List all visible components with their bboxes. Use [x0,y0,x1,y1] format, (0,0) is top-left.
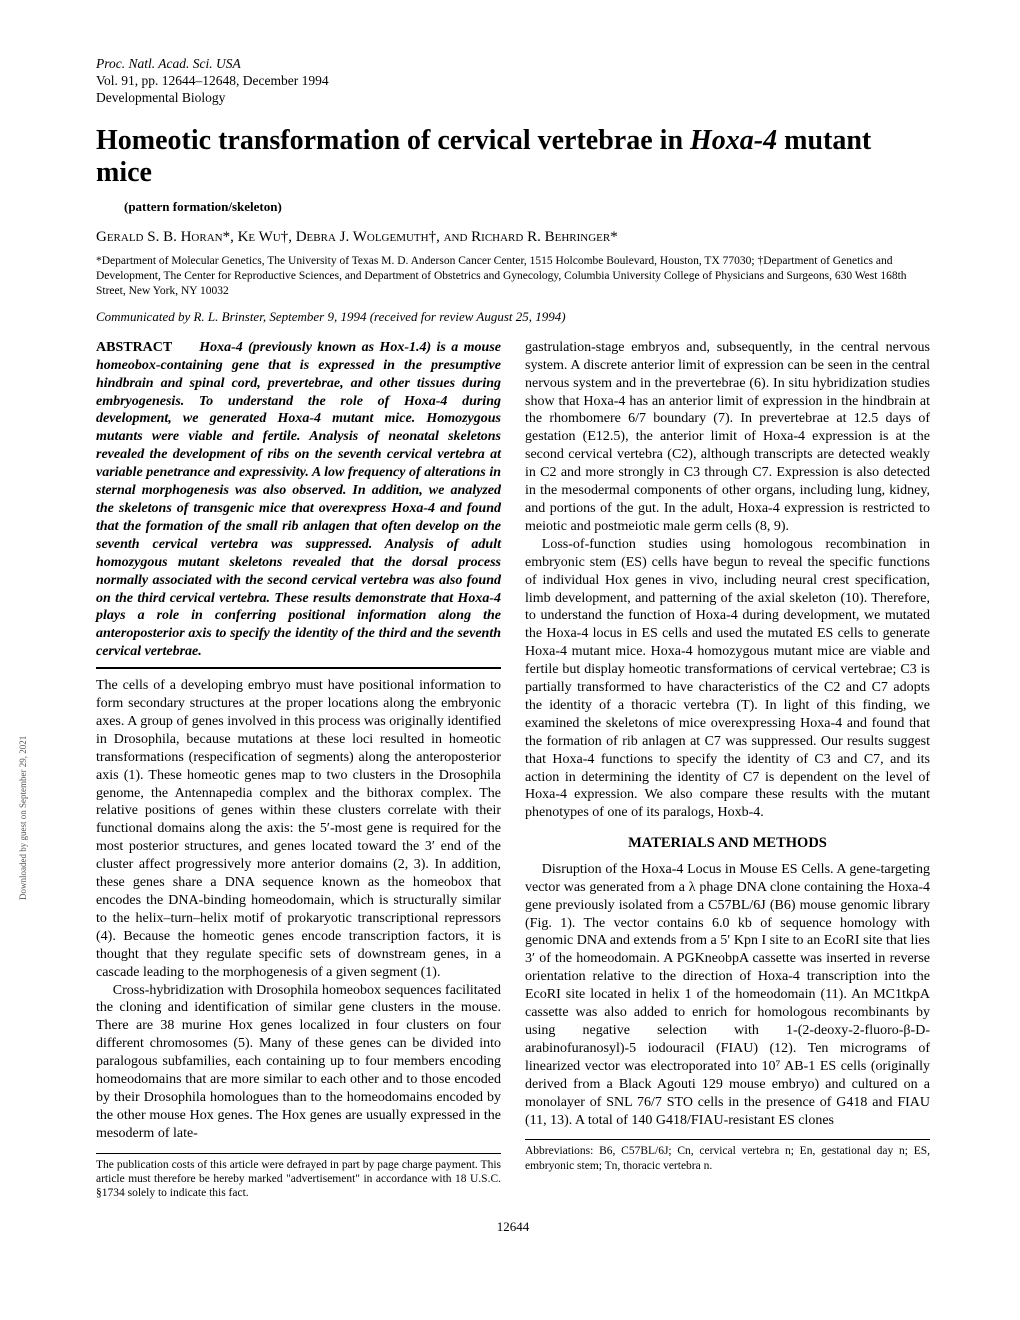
left-column: ABSTRACT Hoxa-4 (previously known as Hox… [96,339,501,1201]
abstract-body: Hoxa-4 (previously known as Hox-1.4) is … [96,340,501,659]
journal-volume: Vol. 91, pp. 12644–12648, December 1994 [96,73,930,90]
intro-paragraph-1: The cells of a developing embryo must ha… [96,677,501,981]
title-prefix: Homeotic transformation of cervical vert… [96,125,690,156]
affiliations: *Department of Molecular Genetics, The U… [96,254,930,299]
journal-section: Developmental Biology [96,90,930,107]
abstract-separator [96,667,501,669]
publication-footnote: The publication costs of this article we… [96,1158,501,1201]
intro-continuation-2: Loss-of-function studies using homologou… [525,536,930,823]
article-title: Homeotic transformation of cervical vert… [96,125,930,189]
methods-paragraph-1: Disruption of the Hoxa-4 Locus in Mouse … [525,861,930,1130]
intro-continuation-1: gastrulation-stage embryos and, subseque… [525,339,930,536]
title-italic-gene: Hoxa-4 [690,125,777,156]
abstract-label: ABSTRACT [96,340,172,355]
journal-name: Proc. Natl. Acad. Sci. USA [96,56,930,73]
footnote-separator-right [525,1139,930,1140]
article-subtitle: (pattern formation/skeleton) [124,199,930,215]
journal-header: Proc. Natl. Acad. Sci. USA Vol. 91, pp. … [96,56,930,107]
materials-methods-heading: MATERIALS AND METHODS [525,834,930,853]
author-list: Gerald S. B. Horan*, Ke Wu†, Debra J. Wo… [96,229,930,246]
footnote-separator-left [96,1153,501,1154]
abstract: ABSTRACT Hoxa-4 (previously known as Hox… [96,339,501,661]
page-number: 12644 [96,1219,930,1235]
article-page: Proc. Natl. Acad. Sci. USA Vol. 91, pp. … [0,0,1020,1275]
right-column: gastrulation-stage embryos and, subseque… [525,339,930,1201]
two-column-body: ABSTRACT Hoxa-4 (previously known as Hox… [96,339,930,1201]
intro-paragraph-2: Cross-hybridization with Drosophila home… [96,982,501,1143]
download-notice: Downloaded by guest on September 29, 202… [18,736,28,900]
abbreviations-footnote: Abbreviations: B6, C57BL/6J; Cn, cervica… [525,1144,930,1173]
communicated-by: Communicated by R. L. Brinster, Septembe… [96,309,930,325]
